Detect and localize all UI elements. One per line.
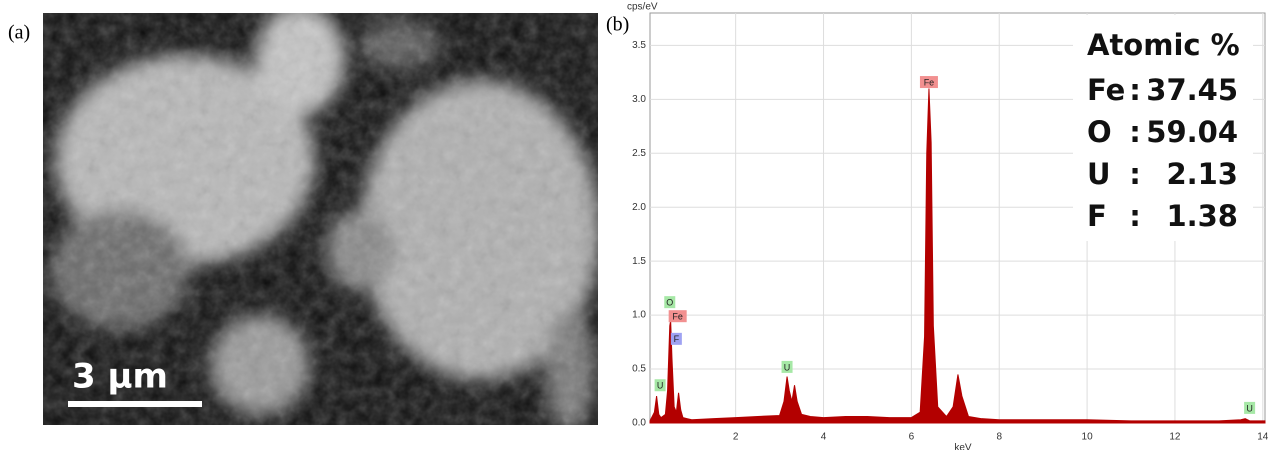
y-axis-label: cps/eV xyxy=(627,2,658,13)
element: Fe xyxy=(1087,73,1125,107)
panel-label: (a) xyxy=(8,22,30,44)
y-tick-label: 1.5 xyxy=(632,256,646,267)
peak-label: U xyxy=(657,381,664,391)
composition-box xyxy=(1073,15,1253,241)
peak-label: U xyxy=(784,362,791,372)
element: U xyxy=(1087,157,1111,191)
x-tick-label: 2 xyxy=(733,432,739,443)
separator: : xyxy=(1129,115,1141,149)
peak-label-box xyxy=(668,310,687,323)
composition-title: Atomic % xyxy=(1087,28,1240,62)
peak-label-box xyxy=(670,332,682,345)
peak-label-box xyxy=(919,76,938,89)
y-tick-label: 0.5 xyxy=(632,364,646,375)
y-tick-label: 2.0 xyxy=(632,202,646,213)
peak-label: O xyxy=(666,298,673,308)
peak-label-box xyxy=(781,360,793,373)
x-tick-label: 8 xyxy=(996,432,1002,443)
y-tick-label: 3.5 xyxy=(632,40,646,51)
separator: : xyxy=(1129,199,1141,233)
scale-bar-label: 3 μm xyxy=(72,357,168,397)
panel-label: (b) xyxy=(606,14,629,36)
x-tick-label: 14 xyxy=(1257,432,1268,443)
y-tick-label: 1.0 xyxy=(632,310,646,321)
separator: : xyxy=(1129,73,1141,107)
x-tick-label: 4 xyxy=(821,432,827,443)
x-tick-label: 10 xyxy=(1082,432,1094,443)
spectrum xyxy=(649,88,1266,424)
element: O xyxy=(1087,115,1112,149)
atomic-percent: 2.13 xyxy=(1166,157,1238,191)
x-tick-label: 12 xyxy=(1169,432,1181,443)
y-tick-label: 0.0 xyxy=(632,418,646,429)
peak-label-box xyxy=(1244,401,1256,414)
peak-label-box xyxy=(654,379,666,392)
x-axis-label: keV xyxy=(954,443,972,450)
peak-label: Fe xyxy=(672,312,683,322)
sem-image xyxy=(43,13,598,425)
element: F xyxy=(1087,199,1107,233)
separator: : xyxy=(1129,157,1141,191)
peak-label-box xyxy=(664,296,676,309)
peak-label: F xyxy=(674,334,680,344)
atomic-percent: 59.04 xyxy=(1146,115,1238,149)
y-tick-label: 3.0 xyxy=(632,94,646,105)
x-tick-label: 6 xyxy=(909,432,915,443)
peak-label: Fe xyxy=(924,77,935,87)
y-tick-label: 2.5 xyxy=(632,148,646,159)
peak-label: U xyxy=(1246,403,1253,413)
atomic-percent: 37.45 xyxy=(1146,73,1238,107)
atomic-percent: 1.38 xyxy=(1166,199,1238,233)
